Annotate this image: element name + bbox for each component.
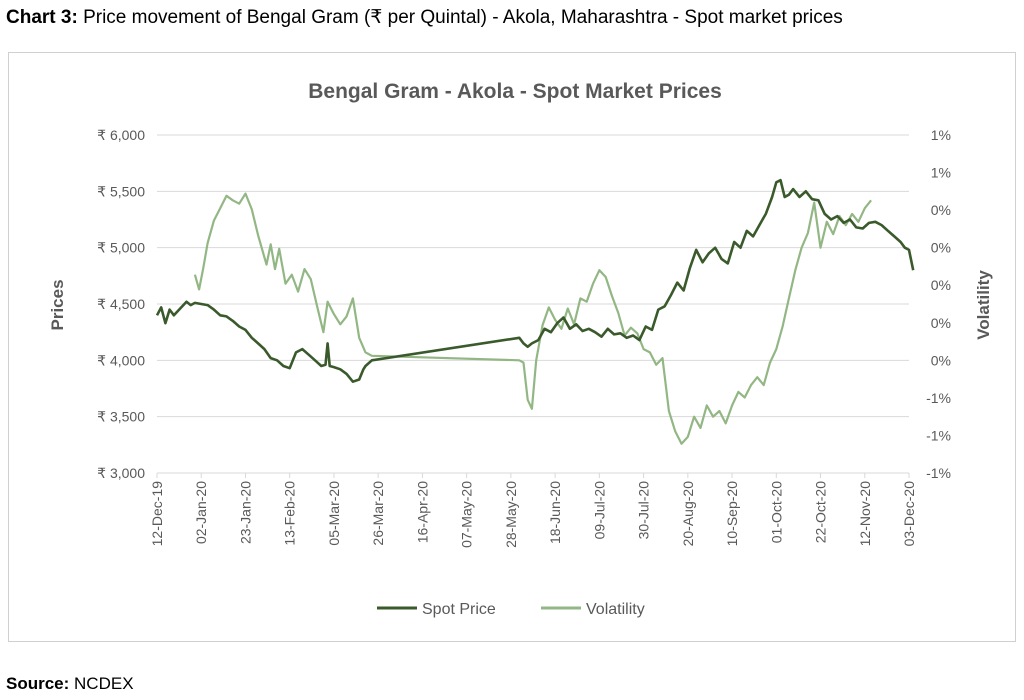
y2-tick-label: 0% bbox=[931, 315, 951, 331]
y-tick-label: ₹ 3,500 bbox=[97, 409, 145, 425]
y2-tick-label: -1% bbox=[926, 465, 951, 481]
price-volatility-chart: Bengal Gram - Akola - Spot Market Prices… bbox=[48, 80, 993, 618]
y2-tick-label: -1% bbox=[926, 390, 951, 406]
gridlines bbox=[156, 134, 910, 478]
y2-tick-label: -1% bbox=[926, 427, 951, 443]
x-tick-label: 05-Mar-20 bbox=[326, 481, 342, 546]
y-tick-label: ₹ 3,000 bbox=[97, 465, 145, 481]
y2-tick-label: 1% bbox=[931, 127, 951, 143]
x-tick-label: 20-Aug-20 bbox=[680, 481, 696, 547]
x-tick-label: 03-Dec-20 bbox=[901, 481, 917, 547]
x-tick-label: 10-Sep-20 bbox=[724, 481, 740, 547]
series-line-volatility bbox=[193, 192, 872, 445]
x-tick-label: 07-May-20 bbox=[459, 481, 475, 548]
x-tick-label: 18-Jun-20 bbox=[547, 481, 563, 544]
y-tick-labels: ₹ 3,000 ₹ 3,500 ₹ 4,000 ₹ 4,500 ₹ 5,000 ₹ 5,5… bbox=[97, 127, 145, 481]
legend-label-volatility: Volatility bbox=[586, 601, 645, 618]
chart-title: Bengal Gram - Akola - Spot Market Prices bbox=[308, 80, 722, 103]
y2-tick-label: 0% bbox=[931, 202, 951, 218]
y-tick-label: ₹ 4,500 bbox=[97, 296, 145, 312]
x-tick-labels: 12-Dec-19 02-Jan-20 23-Jan-20 13-Feb-20 05-M… bbox=[149, 481, 917, 548]
x-tick-label: 22-Oct-20 bbox=[813, 481, 829, 543]
x-tick-label: 28-May-20 bbox=[503, 481, 519, 548]
x-tick-label: 09-Jul-20 bbox=[591, 481, 607, 540]
y2-tick-label: 1% bbox=[931, 165, 951, 181]
series-lines bbox=[155, 178, 915, 445]
y2-tick-label: 0% bbox=[931, 352, 951, 368]
x-tick-label: 01-Oct-20 bbox=[768, 481, 784, 543]
x-tick-label: 23-Jan-20 bbox=[237, 481, 253, 544]
x-tick-label: 02-Jan-20 bbox=[193, 481, 209, 544]
source-text: NCDEX bbox=[74, 674, 134, 693]
legend: Spot Price Volatility bbox=[377, 601, 645, 618]
y-axis-label: Prices bbox=[48, 279, 67, 330]
series-line-spot-price bbox=[155, 178, 915, 384]
chart-frame: Bengal Gram - Akola - Spot Market Prices… bbox=[8, 52, 1016, 642]
chart-caption: Chart 3: Price movement of Bengal Gram (… bbox=[6, 6, 843, 29]
x-tick-label: 30-Jul-20 bbox=[636, 481, 652, 540]
y-tick-label: ₹ 5,000 bbox=[97, 240, 145, 256]
legend-label-spot-price: Spot Price bbox=[422, 601, 496, 618]
x-tick-label: 12-Nov-20 bbox=[857, 481, 873, 547]
x-tick-label: 26-Mar-20 bbox=[370, 481, 386, 546]
y-tick-label: ₹ 4,000 bbox=[97, 352, 145, 368]
x-tick-label: 12-Dec-19 bbox=[149, 481, 165, 547]
y-tick-label: ₹ 5,500 bbox=[97, 183, 145, 199]
y2-tick-labels: -1% -1% -1% 0% 0% 0% 0% 0% 1% 1% bbox=[926, 127, 951, 481]
y2-tick-label: 0% bbox=[931, 277, 951, 293]
x-tick-label: 13-Feb-20 bbox=[282, 481, 298, 546]
y2-tick-label: 0% bbox=[931, 240, 951, 256]
x-tick-label: 16-Apr-20 bbox=[414, 481, 430, 543]
y2-axis-label: Volatility bbox=[974, 270, 993, 340]
source-note: Source: NCDEX bbox=[6, 674, 134, 694]
caption-prefix: Chart 3: bbox=[6, 7, 78, 28]
source-prefix: Source: bbox=[6, 674, 70, 693]
caption-text: Price movement of Bengal Gram (₹ per Qui… bbox=[83, 7, 843, 28]
y-tick-label: ₹ 6,000 bbox=[97, 127, 145, 143]
